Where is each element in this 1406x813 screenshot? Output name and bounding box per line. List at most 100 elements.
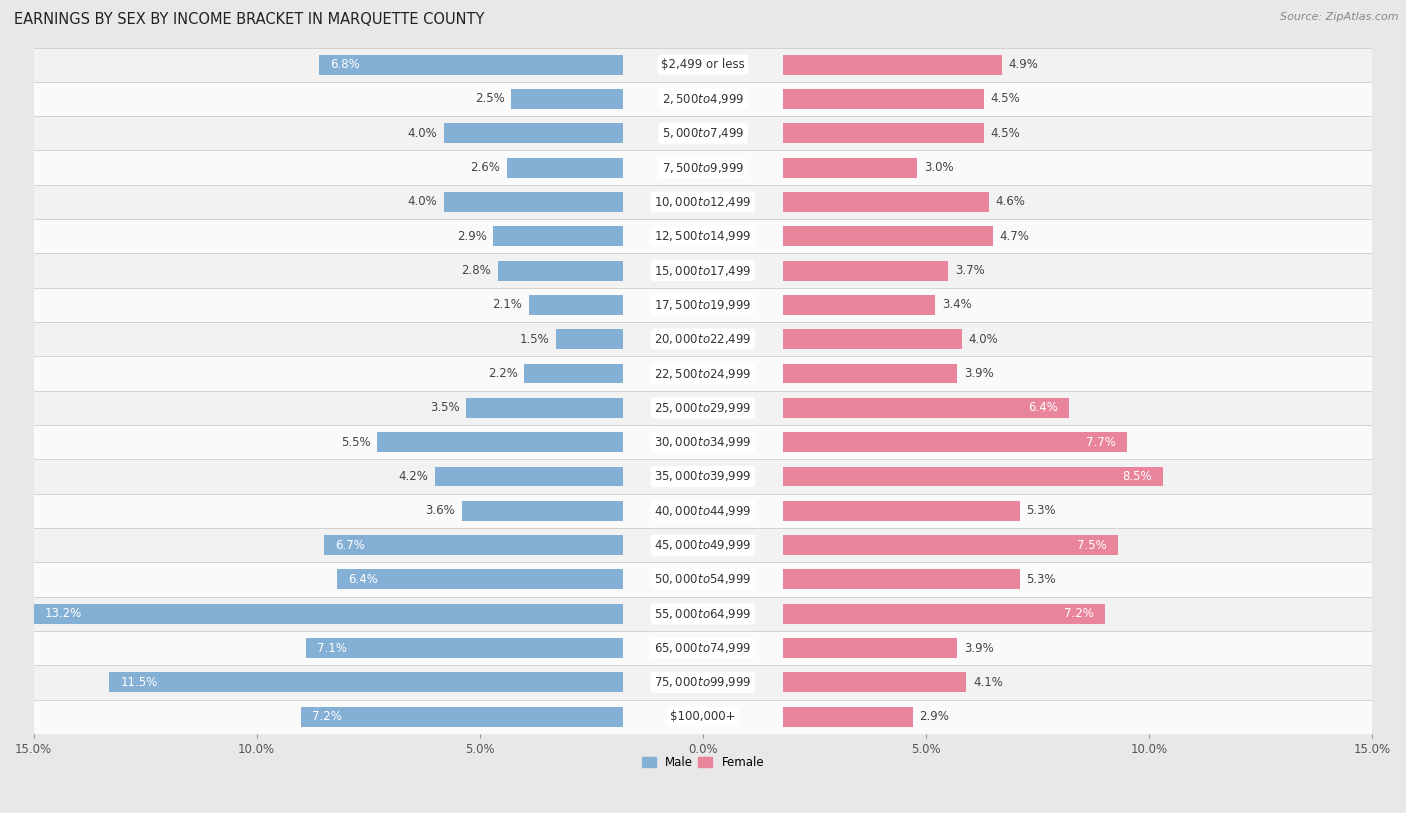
- Bar: [34, 665, 1372, 699]
- Bar: [783, 467, 1163, 486]
- Bar: [498, 261, 623, 280]
- Bar: [783, 329, 962, 349]
- Bar: [783, 89, 984, 109]
- Text: $65,000 to $74,999: $65,000 to $74,999: [654, 641, 752, 655]
- Text: $5,000 to $7,499: $5,000 to $7,499: [662, 126, 744, 141]
- Bar: [529, 295, 623, 315]
- Text: $2,499 or less: $2,499 or less: [661, 59, 745, 72]
- Text: 5.5%: 5.5%: [340, 436, 371, 449]
- Text: 3.9%: 3.9%: [965, 641, 994, 654]
- Text: 1.5%: 1.5%: [519, 333, 548, 346]
- Text: 5.3%: 5.3%: [1026, 573, 1056, 586]
- Bar: [319, 54, 623, 75]
- Text: 6.8%: 6.8%: [330, 59, 360, 72]
- Bar: [34, 563, 1372, 597]
- Text: $30,000 to $34,999: $30,000 to $34,999: [654, 435, 752, 449]
- Text: 4.2%: 4.2%: [399, 470, 429, 483]
- Bar: [512, 89, 623, 109]
- Bar: [34, 254, 1372, 288]
- Bar: [34, 425, 1372, 459]
- Bar: [34, 699, 1372, 734]
- Text: 6.4%: 6.4%: [1028, 402, 1057, 415]
- Text: 13.2%: 13.2%: [45, 607, 82, 620]
- Text: 2.8%: 2.8%: [461, 264, 491, 277]
- Bar: [110, 672, 623, 693]
- Text: 4.9%: 4.9%: [1008, 59, 1039, 72]
- Text: 4.0%: 4.0%: [969, 333, 998, 346]
- Text: EARNINGS BY SEX BY INCOME BRACKET IN MARQUETTE COUNTY: EARNINGS BY SEX BY INCOME BRACKET IN MAR…: [14, 12, 485, 27]
- Text: 7.2%: 7.2%: [312, 711, 343, 724]
- Bar: [34, 47, 1372, 82]
- Bar: [34, 150, 1372, 185]
- Bar: [783, 569, 1019, 589]
- Text: $2,500 to $4,999: $2,500 to $4,999: [662, 92, 744, 106]
- Bar: [436, 467, 623, 486]
- Bar: [34, 493, 1372, 528]
- Text: 3.4%: 3.4%: [942, 298, 972, 311]
- Bar: [377, 433, 623, 452]
- Text: 4.5%: 4.5%: [991, 127, 1021, 140]
- Bar: [783, 192, 988, 212]
- Bar: [337, 569, 623, 589]
- Bar: [783, 158, 917, 177]
- Text: $55,000 to $64,999: $55,000 to $64,999: [654, 606, 752, 620]
- Text: 2.9%: 2.9%: [457, 230, 486, 243]
- Bar: [494, 226, 623, 246]
- Bar: [783, 672, 966, 693]
- Bar: [783, 706, 912, 727]
- Text: 7.7%: 7.7%: [1085, 436, 1116, 449]
- Bar: [783, 54, 1002, 75]
- Bar: [555, 329, 623, 349]
- Bar: [783, 433, 1128, 452]
- Bar: [34, 116, 1372, 150]
- Text: 2.9%: 2.9%: [920, 711, 949, 724]
- Text: 11.5%: 11.5%: [121, 676, 157, 689]
- Bar: [524, 363, 623, 384]
- Text: 4.0%: 4.0%: [408, 127, 437, 140]
- Text: $40,000 to $44,999: $40,000 to $44,999: [654, 504, 752, 518]
- Text: $17,500 to $19,999: $17,500 to $19,999: [654, 298, 752, 312]
- Bar: [783, 501, 1019, 520]
- Text: $25,000 to $29,999: $25,000 to $29,999: [654, 401, 752, 415]
- Text: $15,000 to $17,499: $15,000 to $17,499: [654, 263, 752, 277]
- Text: 8.5%: 8.5%: [1122, 470, 1152, 483]
- Bar: [34, 322, 1372, 356]
- Text: 3.9%: 3.9%: [965, 367, 994, 380]
- Bar: [34, 604, 623, 624]
- Bar: [34, 459, 1372, 493]
- Bar: [783, 535, 1118, 555]
- Bar: [34, 631, 1372, 665]
- Text: $20,000 to $22,499: $20,000 to $22,499: [654, 333, 752, 346]
- Bar: [783, 398, 1069, 418]
- Text: 4.7%: 4.7%: [1000, 230, 1029, 243]
- Text: 6.4%: 6.4%: [349, 573, 378, 586]
- Text: $50,000 to $54,999: $50,000 to $54,999: [654, 572, 752, 586]
- Bar: [463, 501, 623, 520]
- Text: 5.3%: 5.3%: [1026, 504, 1056, 517]
- Text: $10,000 to $12,499: $10,000 to $12,499: [654, 195, 752, 209]
- Bar: [783, 226, 993, 246]
- Text: 7.1%: 7.1%: [316, 641, 347, 654]
- Text: $35,000 to $39,999: $35,000 to $39,999: [654, 469, 752, 484]
- Text: 4.1%: 4.1%: [973, 676, 1002, 689]
- Text: 3.0%: 3.0%: [924, 161, 953, 174]
- Bar: [444, 124, 623, 143]
- Bar: [783, 604, 1105, 624]
- Bar: [305, 638, 623, 658]
- Bar: [34, 391, 1372, 425]
- Bar: [783, 295, 935, 315]
- Bar: [444, 192, 623, 212]
- Bar: [34, 597, 1372, 631]
- Bar: [783, 638, 957, 658]
- Bar: [323, 535, 623, 555]
- Text: 2.5%: 2.5%: [475, 93, 505, 106]
- Text: 4.5%: 4.5%: [991, 93, 1021, 106]
- Text: 6.7%: 6.7%: [335, 538, 364, 551]
- Bar: [34, 356, 1372, 391]
- Text: $12,500 to $14,999: $12,500 to $14,999: [654, 229, 752, 243]
- Text: 3.7%: 3.7%: [955, 264, 986, 277]
- Bar: [467, 398, 623, 418]
- Text: $100,000+: $100,000+: [671, 711, 735, 724]
- Bar: [506, 158, 623, 177]
- Text: 2.2%: 2.2%: [488, 367, 517, 380]
